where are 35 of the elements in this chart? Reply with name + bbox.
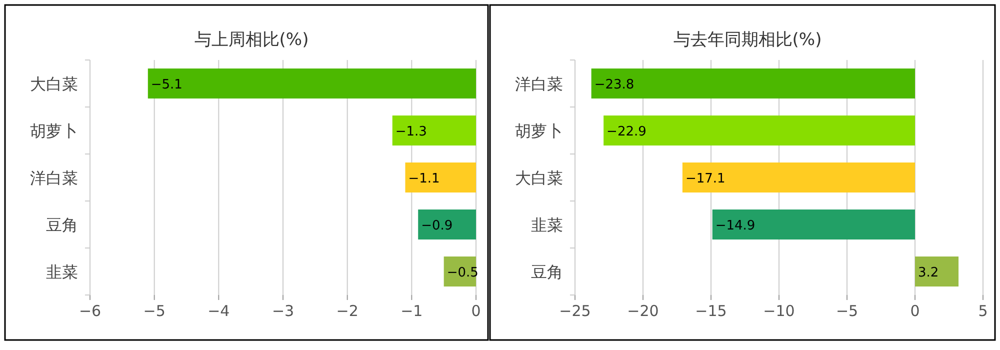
x-tick-label: −2 xyxy=(336,302,358,320)
x-tick-label: 5 xyxy=(978,302,988,320)
chart-title: 与上周相比(%) xyxy=(194,30,309,50)
y-tick-label: 豆角 xyxy=(46,216,78,234)
y-tick-label: 胡萝卜 xyxy=(30,122,78,140)
y-tick-label: 豆角 xyxy=(531,262,563,282)
x-tick-label: −25 xyxy=(559,302,591,320)
y-tick-label: 胡萝卜 xyxy=(515,122,563,140)
data-label: −1.1 xyxy=(408,172,440,186)
x-tick-label: −1 xyxy=(400,302,423,320)
x-tick-label: −5 xyxy=(836,302,858,320)
y-tick-label: 洋白菜 xyxy=(30,168,78,188)
x-tick-label: 0 xyxy=(910,302,920,320)
x-tick-label: 0 xyxy=(471,302,481,320)
y-tick-label: 大白菜 xyxy=(30,74,78,94)
data-label: −22.9 xyxy=(606,124,646,140)
x-tick-label: −4 xyxy=(208,302,230,320)
data-label: −23.8 xyxy=(594,78,634,92)
y-tick-label: 洋白菜 xyxy=(515,74,563,94)
data-label: −17.1 xyxy=(685,172,726,186)
data-label: −5.1 xyxy=(150,78,182,92)
data-label: −0.9 xyxy=(421,218,453,234)
x-tick-label: −10 xyxy=(763,302,795,320)
x-tick-label: −15 xyxy=(695,302,727,320)
data-label: 3.2 xyxy=(918,266,939,280)
y-tick-label: 大白菜 xyxy=(515,168,563,188)
x-tick-label: −20 xyxy=(627,302,659,320)
y-tick-label: 韭菜 xyxy=(531,216,563,234)
y-tick-label: 韭菜 xyxy=(46,262,78,282)
x-tick-label: −6 xyxy=(78,302,102,320)
chart-title: 与去年同期相比(%) xyxy=(673,30,822,50)
x-tick-label: −5 xyxy=(143,302,166,320)
data-label: −1.3 xyxy=(395,124,427,140)
data-label: −14.9 xyxy=(715,218,756,234)
x-tick-label: −3 xyxy=(272,302,294,320)
